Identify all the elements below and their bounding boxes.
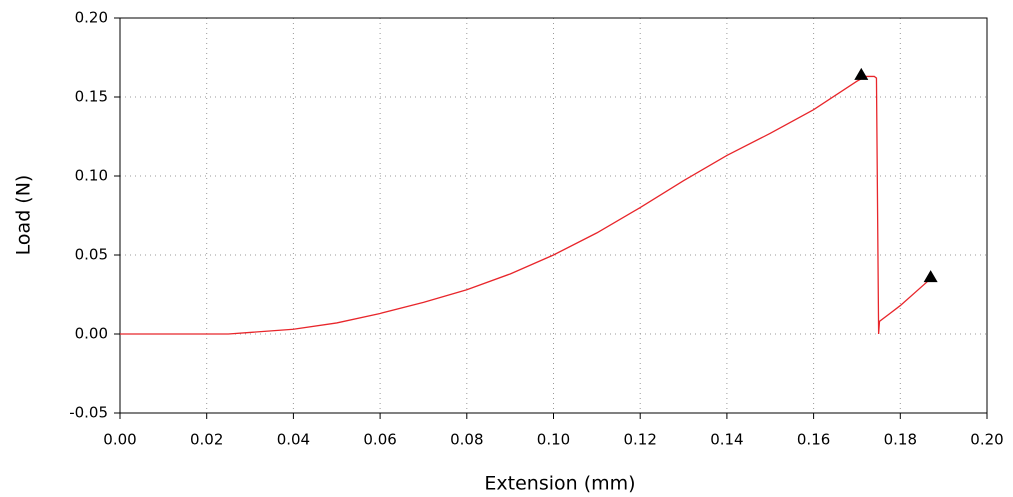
y-tick-label: -0.05 xyxy=(69,404,108,422)
plot-frame xyxy=(119,17,988,414)
x-tick-label: 0.20 xyxy=(970,431,1003,449)
y-tick-label: 0.00 xyxy=(75,325,108,343)
x-tick-label: 0.04 xyxy=(277,431,310,449)
y-axis-label: Load (N) xyxy=(13,175,35,256)
x-tick-label: 0.06 xyxy=(363,431,396,449)
y-tick-label: 0.10 xyxy=(75,167,108,185)
x-tick-label: 0.02 xyxy=(190,431,223,449)
y-tick-label: 0.20 xyxy=(75,9,108,27)
marker xyxy=(854,67,869,80)
data-line xyxy=(120,75,932,335)
marker xyxy=(923,270,938,283)
x-tick-label: 0.12 xyxy=(623,431,656,449)
x-axis-label: Extension (mm) xyxy=(484,473,635,495)
x-tick-label: 0.16 xyxy=(797,431,830,449)
y-tick-label: 0.05 xyxy=(75,246,108,264)
x-tick-label: 0.14 xyxy=(710,431,743,449)
x-tick-label: 0.18 xyxy=(884,431,917,449)
x-tick-label: 0.00 xyxy=(103,431,136,449)
y-tick-label: 0.15 xyxy=(75,88,108,106)
x-tick-label: 0.10 xyxy=(537,431,570,449)
x-tick-label: 0.08 xyxy=(450,431,483,449)
